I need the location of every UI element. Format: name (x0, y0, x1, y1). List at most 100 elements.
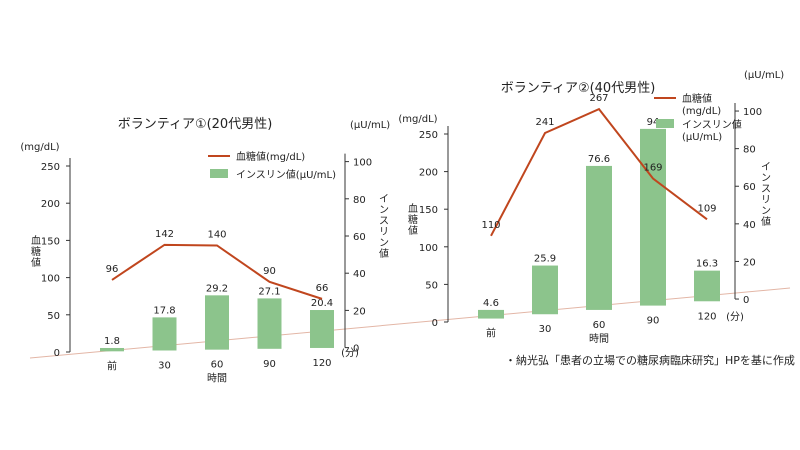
insulin-bar (152, 317, 177, 351)
left-axis-label-char: 値 (408, 224, 418, 237)
glucose-point-label: 140 (207, 229, 226, 240)
insulin-bar (100, 347, 124, 352)
left-axis-label: 血糖値 (31, 234, 41, 269)
figure-baseline (29, 287, 791, 359)
insulin-bar-label: 20.4 (311, 298, 333, 309)
right-axis-label-char: ン (379, 238, 389, 249)
x-tick-label: 120 (312, 358, 331, 369)
insulin-bar (205, 295, 229, 350)
right-axis-label-char: ン (761, 206, 771, 217)
chart-title: ボランティア②(40代男性) (501, 81, 656, 96)
right-tick-label: 60 (353, 232, 366, 243)
left-tick-label: 100 (419, 243, 438, 254)
glucose-point-label: 90 (263, 266, 276, 277)
x-tick-label: 前 (107, 359, 117, 372)
left-axis-unit: (mg/dL) (398, 114, 437, 125)
glucose-point-label: 109 (697, 203, 716, 214)
right-tick-label: 100 (353, 158, 372, 169)
right-axis-label-char: ン (379, 205, 389, 216)
legend-bar-swatch (210, 169, 228, 178)
insulin-bar-label: 94 (647, 117, 660, 128)
x-tick-label: 30 (158, 360, 171, 371)
right-tick-label: 20 (743, 257, 756, 268)
left-tick-label: 50 (425, 280, 438, 291)
legend-bar-label: インスリン値(μU/mL) (236, 168, 336, 181)
x-axis-unit: (分) (341, 347, 359, 359)
glucose-line (111, 243, 323, 300)
left-tick-label: 100 (41, 274, 60, 285)
left-tick-label: 150 (41, 236, 60, 247)
legend-bar-label: インスリン値 (682, 118, 742, 131)
insulin-bar-label: 27.1 (258, 286, 280, 297)
right-axis-label: インスリン値 (379, 194, 389, 260)
right-axis-unit: (μU/mL) (350, 120, 390, 131)
chart-2: ボランティア②(40代男性)050100150200250(mg/dL)血糖値0… (398, 70, 784, 345)
right-axis-label-char: ス (761, 184, 771, 195)
x-axis-unit: (分) (726, 311, 744, 323)
right-tick-label: 40 (353, 269, 366, 280)
legend-line-label: 血糖値 (682, 92, 712, 105)
left-axis-label-char: 糖 (408, 213, 418, 226)
insulin-bar-label: 17.8 (153, 305, 175, 316)
insulin-bar-label: 16.3 (696, 259, 718, 270)
glucose-point-label: 241 (535, 117, 554, 128)
right-tick-label: 40 (743, 220, 756, 231)
left-tick-label: 250 (419, 130, 438, 141)
right-axis-label-char: リ (761, 195, 771, 206)
glucose-line (490, 107, 708, 237)
left-tick-label: 50 (47, 311, 60, 322)
right-axis-label-char: 値 (379, 247, 389, 260)
right-axis-label-char: ス (379, 216, 389, 227)
left-axis-label: 血糖値 (408, 202, 418, 237)
left-tick-label: 200 (41, 199, 60, 210)
right-tick-label: 80 (743, 145, 756, 156)
left-axis-label-char: 血 (31, 234, 41, 247)
glucose-point-label: 66 (316, 283, 329, 294)
x-axis-label: 時間 (207, 373, 227, 385)
glucose-point-label: 169 (643, 163, 662, 174)
x-tick-label: 30 (539, 324, 552, 335)
left-axis-unit: (mg/dL) (20, 142, 59, 153)
left-axis-label-char: 血 (408, 202, 418, 215)
insulin-bar (640, 128, 666, 306)
insulin-bar (532, 265, 558, 315)
left-tick-label: 250 (41, 162, 60, 173)
left-tick-label: 0 (432, 318, 438, 329)
chart-title: ボランティア①(20代男性) (118, 117, 273, 132)
x-tick-label: 60 (593, 320, 606, 331)
right-axis-label-char: リ (379, 227, 389, 238)
insulin-bar-label: 1.8 (104, 336, 120, 347)
insulin-bar-label: 76.6 (588, 154, 610, 165)
x-tick-label: 60 (211, 360, 224, 371)
insulin-bar (586, 165, 612, 310)
legend: 血糖値(mg/dL)インスリン値(μU/mL) (654, 92, 742, 143)
x-tick-label: 120 (697, 311, 716, 322)
glucose-point-label: 96 (106, 264, 119, 275)
right-tick-label: 0 (353, 344, 359, 355)
insulin-bar-label: 4.6 (483, 298, 499, 309)
right-axis-label: インスリン値 (761, 162, 771, 228)
left-tick-label: 200 (419, 168, 438, 179)
legend-line-label: 血糖値(mg/dL) (236, 150, 305, 163)
legend: 血糖値(mg/dL) インスリン値(μU/mL) (208, 150, 336, 181)
right-tick-label: 60 (743, 182, 756, 193)
insulin-bar (310, 310, 334, 348)
legend-bar-label: (μU/mL) (682, 132, 722, 143)
legend-bar-swatch (656, 119, 674, 128)
right-tick-label: 20 (353, 306, 366, 317)
insulin-bar (257, 298, 282, 349)
x-tick-label: 90 (647, 316, 660, 327)
glucose-point-label: 267 (589, 93, 608, 104)
glucose-point-label: 110 (481, 220, 500, 231)
x-tick-label: 90 (263, 359, 276, 370)
right-tick-label: 0 (743, 295, 749, 306)
right-axis-unit: (μU/mL) (744, 70, 784, 81)
left-tick-label: 150 (419, 205, 438, 216)
insulin-bar-label: 25.9 (534, 254, 556, 265)
legend-line-label: (mg/dL) (682, 106, 721, 117)
source-note: ・納光弘「患者の立場での糖尿病臨床研究」HPを基に作成 (505, 354, 795, 367)
right-tick-label: 80 (353, 195, 366, 206)
right-axis-label-char: 値 (761, 215, 771, 228)
